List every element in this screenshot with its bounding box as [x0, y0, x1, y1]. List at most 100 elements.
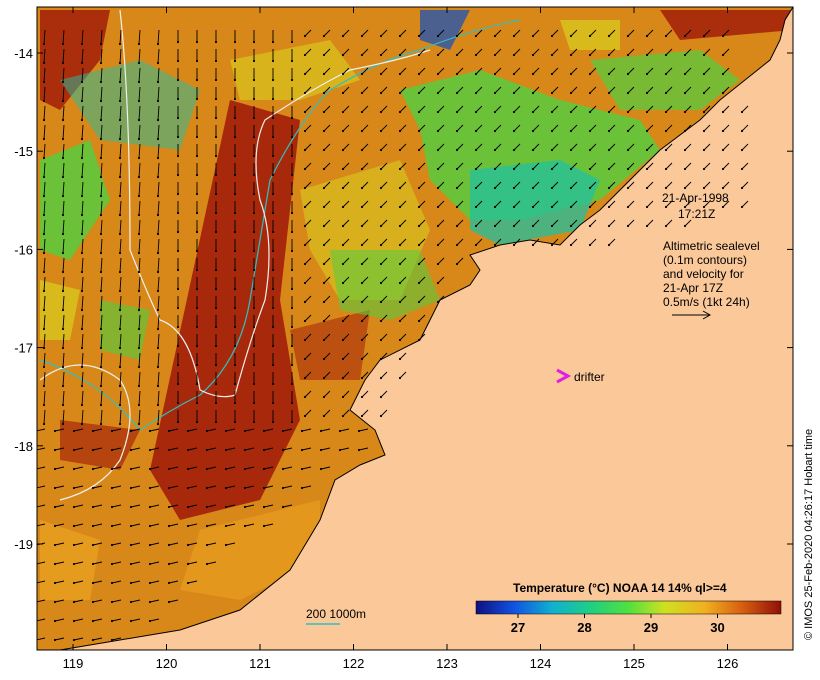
velocity-arrow-head [626, 53, 630, 57]
velocity-arrow-head [61, 42, 65, 46]
velocity-arrow [92, 485, 103, 489]
colorbar-tick-label: 29 [644, 620, 658, 635]
velocity-arrow [361, 219, 369, 227]
velocity-arrow-head [683, 205, 687, 209]
velocity-arrow [570, 238, 578, 246]
velocity-arrow-head [379, 376, 383, 380]
velocity-arrow-head [176, 192, 180, 196]
velocity-arrow-head [252, 401, 256, 405]
velocity-arrow-head [148, 429, 152, 433]
velocity-arrow-head [569, 129, 573, 133]
velocity-arrow-head [398, 110, 402, 114]
velocity-arrow-head [53, 505, 57, 509]
velocity-arrow-head [137, 308, 141, 312]
svg-text:0.5m/s (1kt 24h): 0.5m/s (1kt 24h) [663, 295, 750, 309]
velocity-arrow-head [262, 429, 266, 433]
velocity-arrow-head [455, 167, 459, 171]
velocity-arrow-head [322, 167, 326, 171]
velocity-arrow-head [626, 224, 630, 228]
velocity-arrow-head [271, 135, 275, 139]
velocity-arrow-head [118, 384, 122, 388]
velocity-arrow [418, 295, 426, 303]
velocity-arrow-head [531, 129, 535, 133]
velocity-arrow [320, 428, 331, 432]
velocity-arrow-head [99, 308, 103, 312]
velocity-arrow [684, 29, 692, 37]
velocity-arrow [304, 86, 312, 94]
velocity-arrow-head [252, 420, 256, 424]
velocity-arrow-head [42, 365, 46, 369]
velocity-arrow-head [156, 61, 160, 65]
velocity-arrow [111, 466, 122, 470]
velocity-arrow-head [493, 224, 497, 228]
velocity-arrow [157, 238, 160, 254]
velocity-arrow-head [493, 186, 497, 190]
velocity-arrow [157, 276, 160, 292]
velocity-arrow-head [110, 600, 114, 604]
velocity-arrow [119, 29, 122, 45]
isobath-1000m-south [39, 364, 131, 501]
velocity-arrow [608, 200, 616, 208]
velocity-arrow-head [303, 148, 307, 152]
velocity-arrow-head [474, 186, 478, 190]
velocity-arrow [301, 428, 312, 432]
velocity-arrow-head [341, 243, 345, 247]
velocity-arrow [138, 257, 141, 273]
velocity-arrow [168, 599, 179, 603]
velocity-arrow [361, 67, 369, 75]
velocity-arrow-head [61, 365, 65, 369]
velocity-arrow-head [91, 429, 95, 433]
velocity-arrow-head [322, 376, 326, 380]
velocity-arrow-head [379, 72, 383, 76]
velocity-arrow-head [281, 467, 285, 471]
velocity-arrow [168, 561, 179, 565]
velocity-arrow-head [53, 429, 57, 433]
velocity-arrow [100, 48, 103, 64]
velocity-arrow [149, 428, 160, 432]
velocity-arrow [551, 48, 559, 56]
velocity-arrow-head [137, 137, 141, 141]
velocity-arrow-head [156, 289, 160, 293]
velocity-arrow [399, 257, 407, 265]
velocity-arrow [646, 124, 654, 132]
velocity-arrow-head [398, 319, 402, 323]
velocity-arrow-head [474, 167, 478, 171]
velocity-arrow [320, 466, 331, 470]
velocity-arrow [646, 29, 654, 37]
velocity-arrow [475, 86, 483, 94]
velocity-arrow [646, 48, 654, 56]
velocity-arrow-head [176, 382, 180, 386]
velocity-arrow [92, 599, 103, 603]
velocity-arrow [323, 162, 331, 170]
velocity-arrow-head [740, 110, 744, 114]
velocity-arrow-head [195, 230, 199, 234]
velocity-arrow [111, 542, 122, 546]
velocity-arrow-head [379, 53, 383, 57]
velocity-arrow [551, 162, 559, 170]
velocity-arrow [418, 105, 426, 113]
velocity-arrow-head [80, 422, 84, 426]
velocity-arrow-head [455, 224, 459, 228]
velocity-arrow-head [271, 306, 275, 310]
velocity-arrow-head [303, 319, 307, 323]
velocity-arrow [282, 447, 293, 451]
velocity-arrow [282, 428, 293, 432]
velocity-arrow-head [683, 224, 687, 228]
sst-patch [590, 50, 740, 110]
velocity-arrow [380, 409, 388, 417]
velocity-arrow-head [379, 186, 383, 190]
velocity-arrow [43, 238, 46, 254]
velocity-arrow-head [683, 34, 687, 38]
velocity-arrow-head [271, 249, 275, 253]
velocity-arrow-head [721, 72, 725, 76]
velocity-arrow [437, 162, 445, 170]
velocity-arrow [627, 200, 635, 208]
lon-tick-label: 120 [156, 656, 178, 671]
velocity-arrow-head [281, 505, 285, 509]
velocity-arrow-head [91, 505, 95, 509]
velocity-arrow [627, 181, 635, 189]
velocity-arrow-head [252, 59, 256, 63]
velocity-arrow-head [118, 270, 122, 274]
velocity-arrow [100, 238, 103, 254]
velocity-arrow-head [137, 156, 141, 160]
